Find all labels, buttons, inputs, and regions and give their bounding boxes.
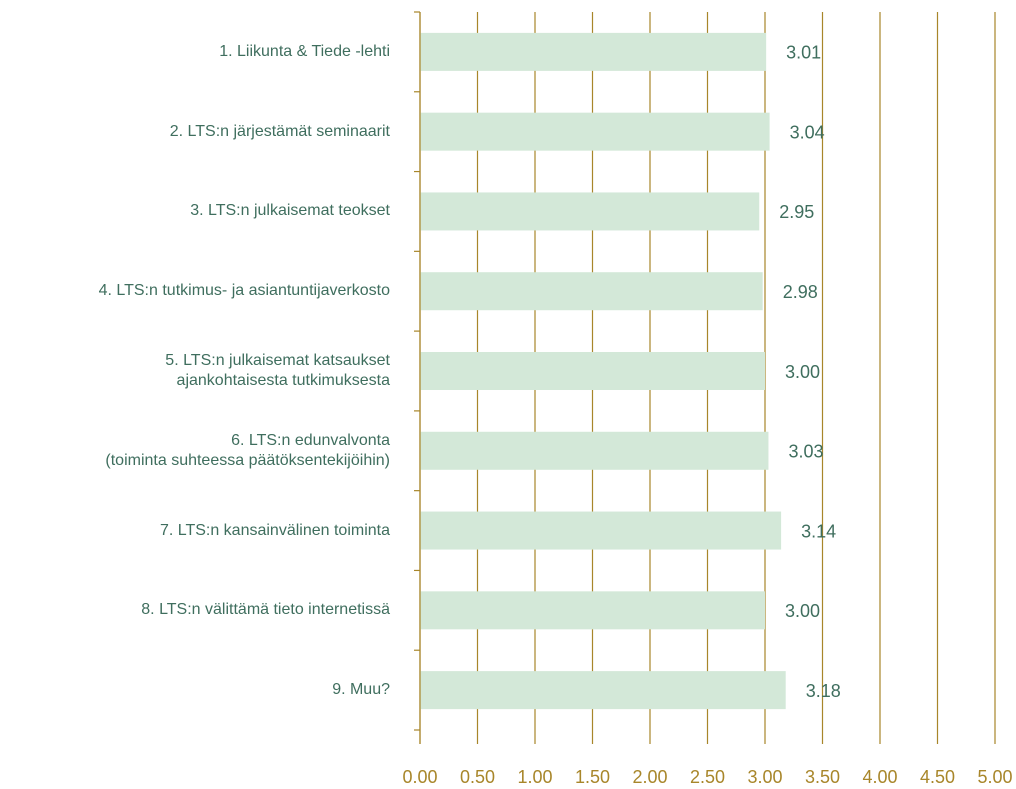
bar [420, 112, 770, 151]
bar [420, 431, 769, 470]
value-label: 2.98 [783, 282, 818, 302]
bar [420, 511, 782, 550]
value-label: 3.18 [806, 681, 841, 701]
value-label: 3.14 [801, 521, 836, 541]
x-tick-label: 4.50 [920, 767, 955, 787]
bar [420, 192, 760, 231]
category-label: 4. LTS:n tutkimus- ja asiantuntijaverkos… [98, 282, 390, 300]
value-label: 3.00 [785, 601, 820, 621]
bar [420, 671, 786, 710]
x-tick-label: 4.00 [862, 767, 897, 787]
value-label: 2.95 [779, 202, 814, 222]
x-tick-label: 3.50 [805, 767, 840, 787]
category-label: 1. Liikunta & Tiede -lehti [219, 42, 390, 60]
bar [420, 272, 763, 311]
bar [420, 591, 765, 630]
x-tick-label: 2.50 [690, 767, 725, 787]
value-label: 3.03 [788, 442, 823, 462]
bar [420, 352, 765, 390]
x-tick-label: 0.50 [460, 767, 495, 787]
category-label: 2. LTS:n järjestämät seminaarit [169, 122, 390, 140]
x-tick-label: 2.00 [632, 767, 667, 787]
category-label: 9. Muu? [332, 681, 390, 699]
x-tick-label: 3.00 [747, 767, 782, 787]
x-tick-label: 1.00 [517, 767, 552, 787]
value-label: 3.00 [785, 362, 820, 382]
x-tick-label: 5.00 [977, 767, 1012, 787]
category-label: 5. LTS:n julkaisemat katsaukset ajankoht… [165, 352, 390, 389]
category-label: 7. LTS:n kansainvälinen toiminta [159, 521, 390, 539]
x-tick-label: 0.00 [402, 767, 437, 787]
category-label: 8. LTS:n välittämä tieto internetissä [141, 601, 390, 619]
x-tick-label: 1.50 [575, 767, 610, 787]
bar [420, 32, 767, 71]
value-label: 3.01 [786, 43, 821, 63]
category-label: 6. LTS:n edunvalvonta (toiminta suhteess… [105, 431, 390, 469]
category-label: 3. LTS:n julkaisemat teokset [190, 202, 390, 220]
value-label: 3.04 [790, 122, 825, 142]
